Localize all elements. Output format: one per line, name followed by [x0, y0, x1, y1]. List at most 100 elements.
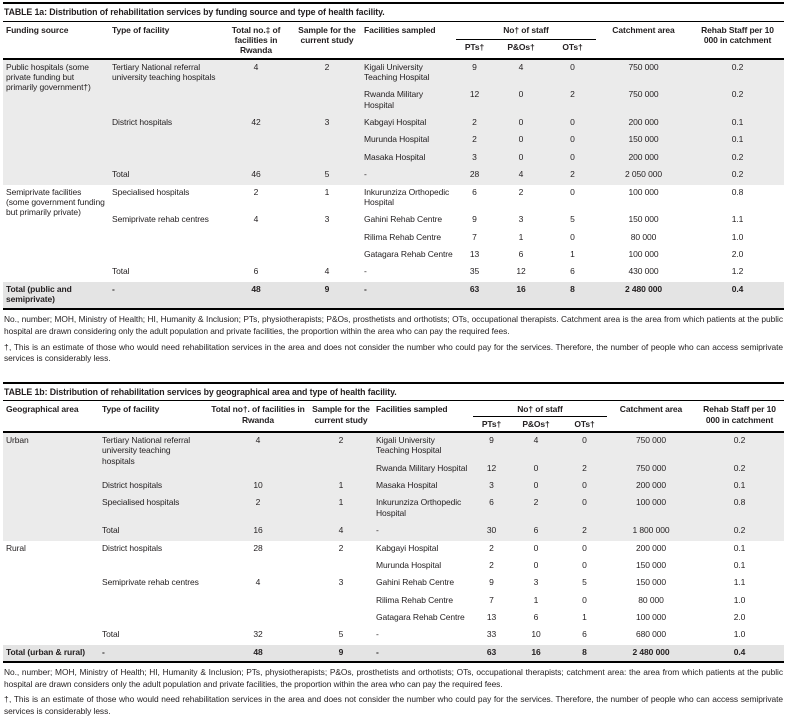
cell-pos: 0	[533, 542, 539, 553]
cell-total: 28	[253, 542, 263, 553]
col-header-staff-group: No† of staff	[473, 401, 607, 417]
cell-ots: 5	[570, 214, 575, 225]
footnote-abbreviations: No., number; MOH, Ministry of Health; HI…	[4, 314, 783, 336]
cell-pts: 9	[456, 58, 493, 88]
cell-facility: -	[373, 523, 473, 541]
table-row: Rwanda Military Hospital 12 0 2 750 000 …	[3, 460, 784, 479]
cell-pts: 6	[473, 495, 510, 524]
cell-facility: Murunda Hospital	[376, 559, 442, 570]
cell-rehab: 1.1	[733, 577, 746, 588]
cell-facility: -	[364, 266, 367, 277]
table-row-subtotal: Total 46 5 - 28 4 2 2 050 000 0.2	[3, 167, 784, 185]
cell-pts: 13	[469, 248, 480, 259]
table-row-subtotal: Total 6 4 - 35 12 6 430 000 1.2	[3, 264, 784, 281]
cell-ots: 0	[549, 132, 596, 150]
cell-pts: 12	[473, 460, 510, 479]
cell-pos: 1	[533, 594, 539, 605]
table-row: Rwanda Military Hospital 12 0 2 750 000 …	[3, 87, 784, 116]
cell-pos: 4	[493, 167, 549, 185]
table-row: Gatagara Rehab Centre 13 6 1 100 000 2.0	[3, 610, 784, 627]
cell-total: 2	[253, 186, 259, 197]
cell-ots: 0	[570, 186, 575, 197]
cell-ots: 2	[562, 460, 607, 479]
cell-pts: 7	[489, 594, 494, 605]
cell-pts: 6	[472, 186, 477, 197]
cell-catchment: 750 000	[596, 58, 691, 88]
cell-ots: 0	[562, 478, 607, 496]
cell-pos: 16	[493, 281, 549, 310]
cell-pos: 0	[510, 460, 562, 479]
cell-sample: 1	[324, 186, 330, 197]
cell-pos: 6	[518, 248, 524, 259]
cell-total: 2	[207, 495, 309, 524]
cell-facility-type: Total	[102, 629, 120, 640]
cell-sample: 3	[338, 577, 344, 588]
cell-facility-type: Total	[109, 167, 219, 185]
cell-sample: 5	[338, 629, 344, 640]
cell-total: 32	[253, 629, 263, 640]
cell-facility: Kabgayi Hospital	[376, 542, 439, 553]
cell-ots: 1	[570, 248, 575, 259]
cell-sample: 5	[293, 167, 361, 185]
cell-catchment: 2 050 000	[596, 167, 691, 185]
cell-facility: Rilima Rehab Centre	[376, 594, 453, 605]
cell-rehab: 0.8	[731, 186, 744, 197]
col-header-funding-source: Funding source	[6, 24, 69, 35]
table-1a: Funding source Type of facility Total no…	[3, 21, 784, 311]
cell-facility: -	[376, 629, 379, 640]
cell-pos: 4	[493, 58, 549, 88]
cell-pos: 0	[510, 478, 562, 496]
cell-pts: 2	[489, 542, 494, 553]
cell-rehab: 2.0	[731, 248, 744, 259]
cell-catchment: 1 800 000	[607, 523, 695, 541]
header-subrow: PTs† P&Os† OTs†	[3, 39, 784, 58]
col-header-facilities-sampled: Facilities sampled	[376, 404, 448, 415]
cell-sample: 2	[293, 58, 361, 116]
cell-pts: 3	[456, 149, 493, 168]
cell-pos: 1	[518, 231, 524, 242]
col-header-rehab-per-10000: Rehab Staff per 10 000 in catchment	[701, 24, 774, 45]
table-1b-title: TABLE 1b: Distribution of rehabilitation…	[3, 381, 784, 402]
table-row: Rilima Rehab Centre 7 1 0 80 000 1.0	[3, 593, 784, 610]
cell-facility-type: Total	[99, 523, 207, 541]
cell-pos: 0	[493, 87, 549, 116]
cell-pts: 30	[473, 523, 510, 541]
table-1a-title: TABLE 1a: Distribution of rehabilitation…	[3, 2, 784, 22]
cell-sample: 9	[293, 281, 361, 310]
cell-total: 10	[207, 478, 309, 496]
cell-rehab: 0.8	[695, 495, 784, 524]
cell-catchment: 200 000	[596, 149, 691, 168]
cell-facility-type: -	[109, 281, 219, 310]
table-row: Masaka Hospital 3 0 0 200 000 0.2	[3, 149, 784, 168]
table-1b: Geographical area Type of facility Total…	[3, 401, 784, 664]
cell-rehab: 0.1	[733, 559, 746, 570]
table-1a-footnotes: No., number; MOH, Ministry of Health; HI…	[3, 310, 784, 364]
section-divider	[3, 369, 784, 382]
cell-facility: Inkurunziza Orthopedic Hospital	[373, 495, 473, 524]
col-header-facilities-sampled: Facilities sampled	[364, 24, 436, 35]
cell-ots: 6	[570, 266, 575, 277]
table-row: Specialised hospitals 2 1 Inkurunziza Or…	[3, 495, 784, 524]
col-header-catchment: Catchment area	[619, 404, 683, 415]
cell-pos: 10	[531, 629, 541, 640]
cell-pos: 6	[510, 523, 562, 541]
cell-rehab: 0.2	[695, 432, 784, 461]
table-row: Urban Tertiary National referral univers…	[3, 432, 784, 541]
header-row: Geographical area Type of facility Total…	[3, 401, 784, 425]
cell-sample: 2	[338, 542, 344, 553]
cell-ots: 0	[549, 115, 596, 133]
col-header-staff-group: No† of staff	[456, 21, 596, 40]
cell-pts: 2	[456, 115, 493, 133]
cell-sample: 4	[324, 266, 330, 277]
cell-ots: 5	[582, 577, 587, 588]
cell-facility-type: Total	[112, 266, 130, 277]
cell-rehab: 0.1	[691, 132, 784, 150]
cell-facility: Kigali University Teaching Hospital	[373, 432, 473, 461]
cell-pts: 3	[473, 478, 510, 496]
cell-pos: 0	[493, 115, 549, 133]
cell-pts: 28	[456, 167, 493, 185]
table-row: Murunda Hospital 2 0 0 150 000 0.1	[3, 558, 784, 575]
cell-pts: 12	[456, 87, 493, 116]
cell-rehab: 0.1	[733, 542, 746, 553]
cell-ots: 0	[582, 542, 587, 553]
